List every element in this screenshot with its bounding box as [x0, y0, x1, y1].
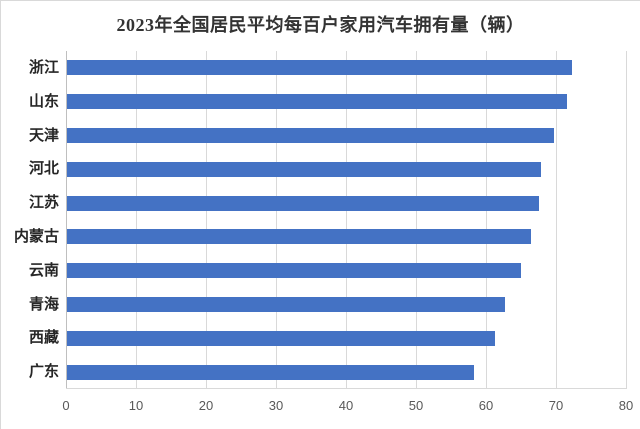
bar — [67, 364, 474, 380]
category-label: 内蒙古 — [13, 228, 59, 245]
x-tick-label: 50 — [408, 398, 424, 413]
bar — [67, 60, 573, 76]
gridline — [206, 51, 207, 389]
x-tick-label: 40 — [338, 398, 354, 413]
x-tick-label: 20 — [198, 398, 214, 413]
plot-area — [66, 51, 627, 389]
gridline — [556, 51, 557, 389]
chart-title: 2023年全国居民平均每百户家用汽车拥有量（辆） — [116, 15, 525, 35]
bar — [67, 330, 496, 346]
gridline — [416, 51, 417, 389]
bar — [67, 94, 567, 110]
x-tick-label: 80 — [618, 398, 634, 413]
category-label: 广东 — [28, 364, 59, 381]
category-label: 江苏 — [28, 195, 59, 212]
gridline — [136, 51, 137, 389]
category-label: 山东 — [28, 93, 59, 110]
category-label: 西藏 — [28, 330, 59, 347]
x-tick-label: 0 — [62, 398, 70, 413]
gridline — [626, 51, 627, 389]
category-label: 云南 — [28, 262, 59, 279]
category-label: 青海 — [28, 296, 59, 313]
bar — [67, 161, 541, 177]
x-tick-label: 60 — [478, 398, 494, 413]
category-label: 浙江 — [28, 59, 59, 76]
category-label: 河北 — [28, 161, 59, 178]
bar — [67, 195, 539, 211]
x-tick-label: 10 — [128, 398, 144, 413]
gridline — [346, 51, 347, 389]
bar — [67, 229, 532, 245]
x-tick-label: 70 — [548, 398, 564, 413]
y-axis-line — [66, 51, 67, 389]
category-label: 天津 — [28, 127, 59, 144]
x-tick-label: 30 — [268, 398, 284, 413]
bar — [67, 128, 554, 143]
bar — [67, 297, 505, 312]
gridline — [486, 51, 487, 389]
bar — [67, 263, 521, 279]
gridline — [276, 51, 277, 389]
